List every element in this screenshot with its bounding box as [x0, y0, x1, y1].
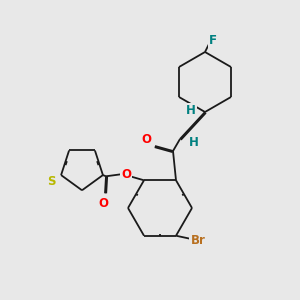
- Text: Br: Br: [190, 234, 206, 247]
- Text: O: O: [121, 168, 131, 181]
- Text: S: S: [47, 175, 55, 188]
- Text: O: O: [98, 197, 108, 210]
- Text: H: H: [186, 104, 196, 118]
- Text: H: H: [189, 136, 199, 149]
- Text: O: O: [141, 134, 151, 146]
- Text: F: F: [209, 34, 217, 46]
